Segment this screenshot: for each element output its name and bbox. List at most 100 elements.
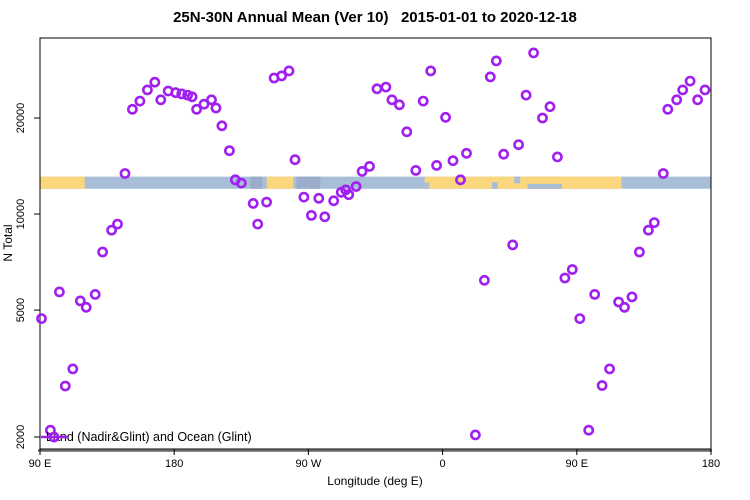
x-tick-label: 90 E: [565, 458, 588, 470]
y-tick-label: 2000: [15, 425, 27, 449]
data-point: [662, 103, 674, 115]
data-point: [490, 55, 502, 67]
y-tick-label: 20000: [15, 103, 27, 134]
data-point: [657, 168, 669, 179]
data-point: [80, 301, 92, 313]
data-point: [54, 286, 65, 298]
axis-group: 90 E 180 90 W 0 90 E 180 20000 10000 5000 2000: [15, 37, 720, 470]
chart-title: 25N-30N Annual Mean (Ver 10) 2015-01-01 …: [173, 9, 577, 26]
data-point: [537, 112, 548, 124]
strip-land-segment: [424, 176, 622, 189]
data-point: [619, 301, 630, 313]
data-point: [276, 70, 287, 82]
data-point: [206, 94, 217, 106]
data-point: [692, 94, 703, 106]
data-point: [155, 94, 167, 106]
data-point: [634, 246, 645, 258]
data-point: [596, 380, 608, 391]
data-point: [198, 98, 210, 110]
data-point: [170, 87, 182, 99]
strip-ocean-patch: [491, 182, 498, 189]
data-point: [210, 102, 222, 114]
data-point: [401, 126, 413, 138]
x-tick-label: 180: [702, 458, 720, 470]
x-axis-label: Longitude (deg E): [327, 474, 423, 488]
legend-label: Land (Nadir&Glint) and Ocean (Glint): [46, 430, 252, 444]
data-point: [643, 224, 654, 236]
data-point: [613, 296, 624, 308]
y-tick-label: 5000: [15, 298, 27, 322]
x-tick-label: 0: [440, 458, 446, 470]
data-point: [507, 239, 519, 251]
legend: Land (Nadir&Glint) and Ocean (Glint): [40, 428, 252, 446]
strip-ocean-patch: [424, 182, 430, 189]
data-point: [425, 65, 437, 77]
data-point: [328, 195, 340, 207]
data-point: [283, 65, 295, 77]
data-point: [699, 84, 711, 96]
data-point: [364, 160, 375, 172]
data-point: [313, 192, 325, 204]
data-point: [298, 191, 310, 203]
legend-marker-icon: [41, 431, 68, 443]
data-point: [74, 295, 86, 307]
data-point: [410, 164, 422, 176]
strip-ocean-patch: [527, 183, 562, 189]
data-point: [97, 246, 108, 258]
data-point: [417, 95, 429, 107]
data-point: [252, 218, 264, 230]
data-point: [498, 148, 510, 160]
data-point: [356, 165, 368, 177]
data-point: [671, 94, 683, 106]
data-point: [566, 264, 578, 275]
data-point: [528, 47, 539, 59]
data-point: [677, 84, 689, 96]
data-point: [289, 154, 301, 166]
data-point: [119, 168, 131, 179]
data-point: [186, 91, 198, 103]
data-point: [261, 196, 272, 208]
y-tick-label: 10000: [15, 199, 27, 230]
x-tick-label: 90 E: [29, 458, 52, 470]
data-point: [393, 99, 405, 111]
data-point: [684, 75, 696, 87]
data-point: [112, 218, 123, 230]
data-point: [247, 197, 259, 209]
x-tick-label: 180: [165, 458, 183, 470]
data-point: [141, 84, 153, 96]
data-point: [36, 313, 47, 324]
strip-ocean-shade: [250, 176, 263, 189]
data-point: [478, 274, 490, 286]
data-point: [67, 363, 79, 375]
data-point: [223, 145, 235, 157]
data-point: [350, 181, 362, 192]
data-point: [520, 89, 532, 101]
data-point: [447, 155, 459, 167]
data-point: [386, 94, 398, 106]
data-point: [134, 95, 146, 107]
data-point: [469, 429, 481, 441]
data-point: [484, 71, 496, 83]
data-point: [574, 313, 586, 324]
data-point: [648, 217, 660, 228]
x-tick-label: 90 W: [296, 458, 322, 470]
data-point: [513, 139, 524, 151]
data-point: [589, 288, 601, 300]
data-point: [59, 380, 71, 392]
y-axis-label: N Total: [1, 224, 15, 262]
data-point: [461, 147, 472, 159]
data-point: [440, 111, 451, 123]
data-point: [106, 224, 117, 236]
data-point: [583, 424, 595, 436]
data-point: [191, 103, 202, 115]
strip-ocean-patch: [514, 176, 521, 184]
data-point: [319, 211, 331, 223]
data-point: [89, 288, 101, 300]
data-points-group: [36, 47, 711, 441]
plot-box: [39, 37, 712, 450]
data-point: [455, 174, 466, 186]
data-point: [604, 363, 615, 375]
data-point: [552, 151, 563, 163]
